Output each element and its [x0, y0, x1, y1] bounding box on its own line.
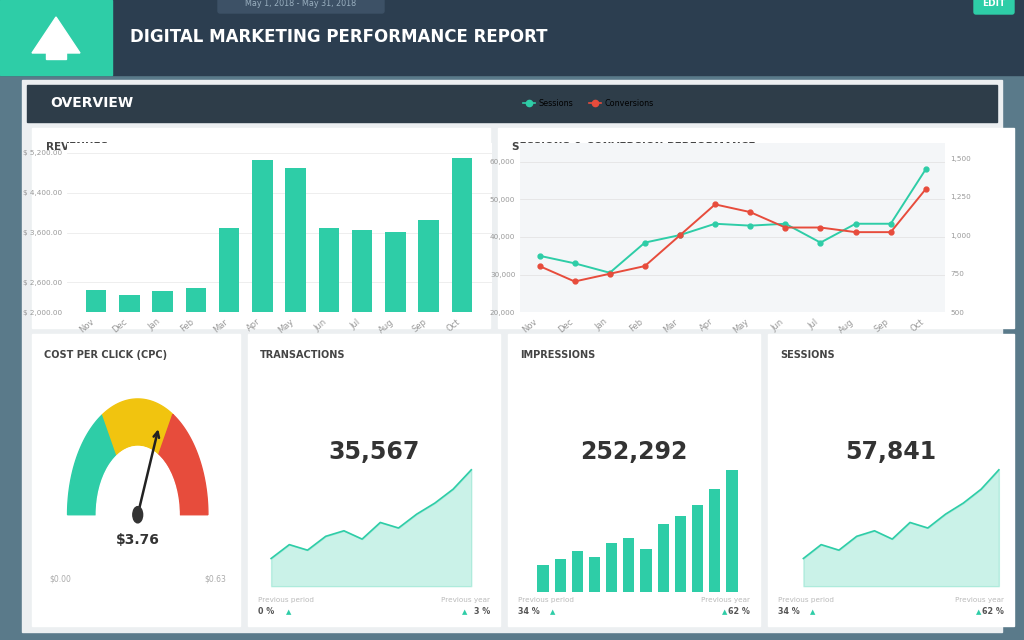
Bar — [589, 557, 600, 592]
Text: ▲: ▲ — [462, 609, 467, 615]
Bar — [452, 157, 472, 412]
Text: Previous year: Previous year — [441, 597, 490, 603]
Bar — [692, 506, 703, 592]
Text: 62 %: 62 % — [982, 607, 1004, 616]
Text: 0 %: 0 % — [258, 607, 274, 616]
Circle shape — [133, 507, 142, 523]
Text: REVENUES: REVENUES — [46, 142, 109, 152]
Text: $0.00: $0.00 — [49, 575, 72, 584]
Bar — [119, 295, 139, 412]
Text: $0.63: $0.63 — [204, 575, 226, 584]
Bar — [252, 160, 272, 412]
Text: DIGITAL MARKETING PERFORMANCE REPORT: DIGITAL MARKETING PERFORMANCE REPORT — [130, 28, 548, 46]
Text: 34 %: 34 % — [778, 607, 800, 616]
Bar — [219, 227, 240, 412]
Bar — [710, 489, 720, 592]
Bar — [248, 334, 500, 626]
Bar — [624, 538, 635, 592]
Polygon shape — [102, 399, 173, 454]
Bar — [153, 291, 173, 412]
Bar — [498, 128, 1014, 328]
Bar — [0, 0, 1024, 75]
Polygon shape — [32, 17, 80, 53]
Text: Previous period: Previous period — [778, 597, 834, 603]
Text: ▲: ▲ — [286, 609, 292, 615]
Bar — [185, 289, 206, 412]
Bar — [0, 0, 112, 75]
Legend: Sessions, Conversions: Sessions, Conversions — [520, 96, 657, 111]
Text: ▲: ▲ — [810, 609, 815, 615]
Bar — [675, 516, 686, 592]
FancyBboxPatch shape — [218, 0, 384, 13]
Text: ▲: ▲ — [722, 609, 727, 615]
Bar — [385, 232, 406, 412]
Text: SESSIONS & CONVERSION PERFORMANCE: SESSIONS & CONVERSION PERFORMANCE — [512, 142, 756, 152]
Bar — [538, 565, 549, 592]
Text: 252,292: 252,292 — [581, 440, 688, 464]
Bar — [46, 49, 66, 59]
Bar — [352, 230, 373, 412]
Bar — [640, 548, 651, 592]
Circle shape — [96, 447, 179, 583]
Text: SESSIONS: SESSIONS — [780, 350, 835, 360]
Text: IMPRESSIONS: IMPRESSIONS — [520, 350, 595, 360]
Text: 34 %: 34 % — [518, 607, 540, 616]
Text: Previous year: Previous year — [701, 597, 750, 603]
Text: 35,567: 35,567 — [329, 440, 420, 464]
Text: ▲: ▲ — [976, 609, 981, 615]
FancyBboxPatch shape — [974, 0, 1014, 14]
Bar — [32, 334, 240, 626]
Bar — [419, 220, 439, 412]
Text: TRANSACTIONS: TRANSACTIONS — [260, 350, 345, 360]
Bar — [508, 334, 760, 626]
Text: Previous year: Previous year — [955, 597, 1004, 603]
Polygon shape — [159, 415, 208, 515]
Text: ▲: ▲ — [550, 609, 555, 615]
Text: 62 %: 62 % — [728, 607, 750, 616]
Text: $3.76: $3.76 — [116, 533, 160, 547]
Bar — [606, 543, 617, 592]
Text: 3 %: 3 % — [474, 607, 490, 616]
Text: 57,841: 57,841 — [846, 440, 937, 464]
Bar — [22, 80, 1002, 632]
Bar — [726, 470, 737, 592]
Bar — [657, 524, 669, 592]
Bar — [86, 290, 106, 412]
Polygon shape — [68, 415, 117, 515]
Text: Previous period: Previous period — [258, 597, 314, 603]
Bar — [27, 85, 997, 122]
Text: Previous period: Previous period — [518, 597, 574, 603]
Bar — [555, 559, 565, 592]
Bar — [32, 128, 490, 328]
Text: May 1, 2018 - May 31, 2018: May 1, 2018 - May 31, 2018 — [246, 0, 356, 8]
Bar — [286, 168, 306, 412]
Bar — [318, 227, 339, 412]
Text: EDIT: EDIT — [982, 0, 1006, 8]
Bar — [571, 552, 583, 592]
Text: OVERVIEW: OVERVIEW — [50, 96, 133, 110]
Bar — [768, 334, 1014, 626]
Text: COST PER CLICK (CPC): COST PER CLICK (CPC) — [44, 350, 167, 360]
